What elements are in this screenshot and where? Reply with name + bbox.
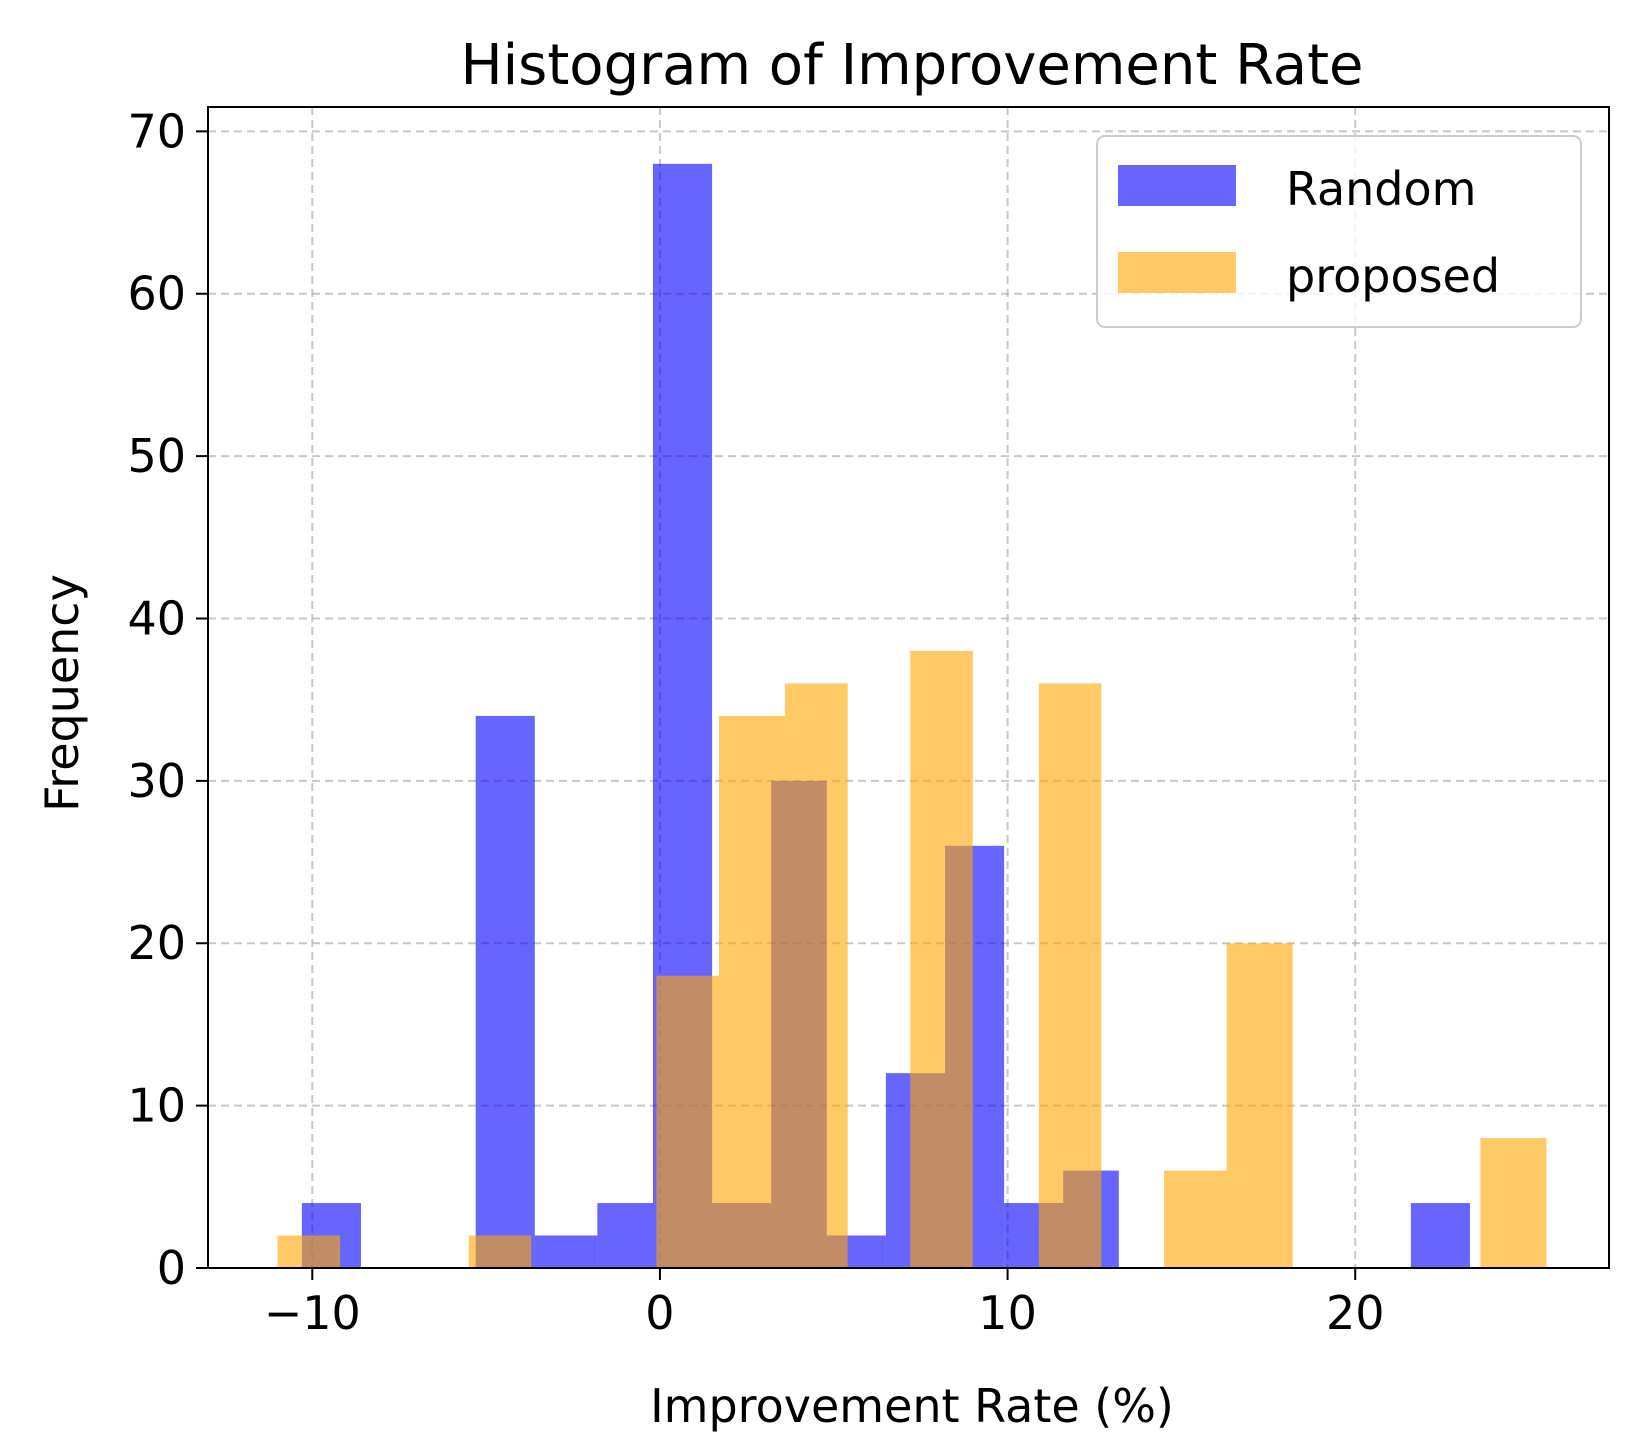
y-tick-label: 50 (127, 429, 186, 483)
y-tick-label: 0 (157, 1241, 186, 1295)
legend-swatch-proposed (1118, 252, 1236, 293)
bar-proposed (1226, 943, 1293, 1268)
histogram-bars (277, 163, 1547, 1269)
x-axis-label: Improvement Rate (%) (650, 1379, 1174, 1433)
bar-proposed (1038, 683, 1102, 1268)
bar-proposed (468, 1235, 532, 1268)
y-tick-label: 20 (127, 916, 186, 970)
x-axis-ticks: −10 0 10 20 (264, 1268, 1385, 1340)
legend: Random proposed (1096, 135, 1582, 328)
bar-proposed (1164, 1170, 1227, 1268)
x-tick-label: 20 (1326, 1286, 1385, 1340)
bar-random (475, 715, 535, 1268)
y-axis-label: Frequency (35, 574, 89, 812)
bar-proposed (719, 715, 786, 1268)
bar-proposed (910, 650, 973, 1268)
bar-proposed (785, 683, 848, 1268)
bar-random (1410, 1203, 1470, 1268)
bar-random (597, 1203, 653, 1268)
x-tick-label: 0 (645, 1286, 674, 1340)
plot-frame (207, 106, 1610, 1269)
legend-swatch-random (1118, 165, 1236, 206)
y-tick-label: 10 (127, 1079, 186, 1133)
y-tick-label: 70 (127, 104, 186, 158)
series-proposed (277, 650, 1547, 1268)
x-tick-label: 10 (978, 1286, 1037, 1340)
y-tick-label: 30 (127, 754, 186, 808)
bar-proposed (277, 1235, 341, 1268)
legend-label-random: Random (1286, 162, 1476, 216)
bar-random (534, 1235, 598, 1268)
bar-proposed (656, 975, 720, 1268)
y-tick-label: 40 (127, 591, 186, 645)
chart-title: Histogram of Improvement Rate (461, 33, 1364, 98)
y-tick-label: 60 (127, 267, 186, 321)
legend-label-proposed: proposed (1286, 249, 1500, 303)
x-tick-label: −10 (264, 1286, 361, 1340)
y-axis-ticks: 0 10 20 30 40 50 60 70 (127, 104, 208, 1295)
bar-proposed (1480, 1138, 1547, 1268)
